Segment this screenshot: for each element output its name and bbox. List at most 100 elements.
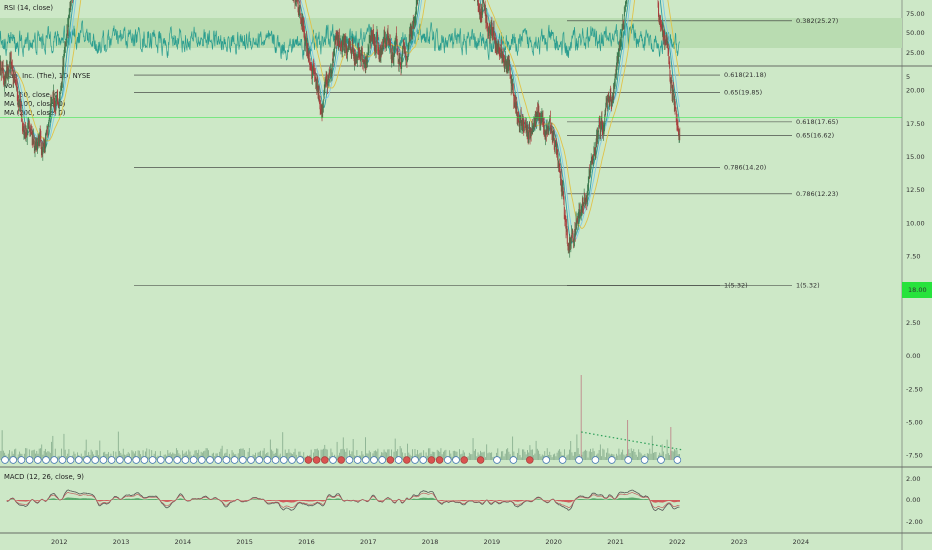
fib-right-label: 0.786(12.23) [796, 190, 838, 198]
earnings-marker[interactable] [427, 456, 436, 464]
earnings-marker[interactable] [435, 456, 444, 464]
dividend-marker[interactable] [558, 456, 567, 464]
fib-right-label: 1(5.32) [796, 282, 820, 290]
dividend-marker[interactable] [157, 456, 165, 464]
dividend-marker[interactable] [378, 456, 386, 464]
fib-right-label: 0.618(17.65) [796, 118, 838, 126]
dividend-marker[interactable] [296, 456, 304, 464]
price-panel: Gap, Inc. (The), 1D, NYSE Vol MA (50, cl… [0, 0, 932, 464]
dividend-marker[interactable] [1, 456, 9, 464]
dividend-marker[interactable] [206, 456, 214, 464]
dividend-marker[interactable] [83, 456, 91, 464]
dividend-marker[interactable] [230, 456, 239, 464]
dividend-marker[interactable] [452, 456, 460, 464]
legend-ma200: MA (200, close, 0) [4, 109, 66, 117]
dividend-marker[interactable] [107, 456, 116, 464]
dividend-marker[interactable] [394, 456, 403, 464]
macd-histogram [6, 497, 680, 503]
earnings-marker[interactable] [526, 456, 534, 464]
dividend-marker[interactable] [542, 456, 550, 464]
earnings-marker[interactable] [403, 456, 411, 464]
fib-left-label: 0.618(21.18) [724, 71, 766, 79]
dividend-marker[interactable] [148, 456, 157, 464]
time-tick-label: 2018 [422, 538, 439, 546]
dividend-marker[interactable] [189, 456, 198, 464]
macd-panel: MACD (12, 26, close, 9) 2.00 0.00 -2.00 [4, 473, 923, 526]
dividend-marker[interactable] [370, 456, 378, 464]
earnings-marker[interactable] [304, 456, 313, 464]
fib-left-label: 0.65(19.85) [724, 89, 762, 97]
time-tick-label: 2014 [175, 538, 192, 546]
dividend-marker[interactable] [17, 456, 26, 464]
dividend-marker[interactable] [624, 456, 632, 464]
dividend-marker[interactable] [214, 456, 222, 464]
dividend-marker[interactable] [42, 456, 50, 464]
macd-tick-0: 0.00 [906, 496, 920, 504]
earnings-marker[interactable] [476, 456, 485, 464]
time-axis: 2012 2013 2014 2015 2016 2017 2018 2019 2020 2021… [51, 538, 809, 546]
dividend-marker[interactable] [288, 456, 296, 464]
earnings-marker[interactable] [460, 456, 468, 464]
price-tick-label: -7.50 [906, 452, 923, 460]
dividend-marker[interactable] [140, 456, 149, 464]
dividend-marker[interactable] [280, 456, 288, 464]
dividend-marker[interactable] [271, 456, 280, 464]
legend-vol: Vol [4, 82, 14, 90]
dividend-marker[interactable] [419, 456, 427, 464]
dividend-marker[interactable] [66, 456, 75, 464]
dividend-marker[interactable] [362, 456, 370, 464]
dividend-marker[interactable] [165, 456, 173, 464]
dividend-marker[interactable] [591, 456, 600, 464]
dividend-marker[interactable] [329, 456, 337, 464]
dividend-marker[interactable] [263, 456, 272, 464]
dividend-marker[interactable] [345, 456, 354, 464]
dividend-marker[interactable] [124, 456, 132, 464]
dividend-marker[interactable] [640, 456, 649, 464]
dividend-marker[interactable] [657, 456, 665, 464]
dividend-marker[interactable] [608, 456, 616, 464]
dividend-marker[interactable] [91, 456, 99, 464]
time-tick-label: 2022 [669, 538, 686, 546]
dividend-marker[interactable] [493, 456, 501, 464]
dividend-marker[interactable] [255, 456, 263, 464]
earnings-marker[interactable] [321, 456, 329, 464]
dividend-marker[interactable] [173, 456, 181, 464]
dividend-marker[interactable] [575, 456, 583, 464]
time-tick-label: 2024 [793, 538, 810, 546]
dividend-marker[interactable] [239, 456, 247, 464]
price-tick-label: 10.00 [906, 219, 925, 227]
earnings-dividend-markers[interactable] [1, 456, 682, 464]
earnings-marker[interactable] [312, 456, 321, 464]
dividend-marker[interactable] [353, 456, 362, 464]
dividend-marker[interactable] [444, 456, 452, 464]
dividend-marker[interactable] [411, 456, 419, 464]
chart-legend: Gap, Inc. (The), 1D, NYSE Vol MA (50, cl… [4, 72, 90, 117]
legend-ma50: MA (50, close, 0) [4, 91, 61, 99]
dividend-marker[interactable] [181, 456, 190, 464]
legend-ma100: MA (100, close, 0) [4, 100, 66, 108]
dividend-marker[interactable] [9, 456, 17, 464]
dividend-marker[interactable] [58, 456, 67, 464]
earnings-marker[interactable] [386, 456, 395, 464]
earnings-marker[interactable] [337, 456, 345, 464]
dividend-marker[interactable] [50, 456, 58, 464]
dividend-marker[interactable] [222, 456, 231, 464]
price-tick-label: 20.00 [906, 87, 925, 95]
price-tick-label: 17.50 [906, 120, 925, 128]
price-tick-label: 15.00 [906, 153, 925, 161]
dividend-marker[interactable] [247, 456, 255, 464]
dividend-marker[interactable] [75, 456, 83, 464]
dividend-marker[interactable] [132, 456, 140, 464]
dividend-marker[interactable] [99, 456, 108, 464]
rsi-title: RSI (14, close) [4, 4, 53, 12]
dividend-marker[interactable] [25, 456, 34, 464]
dividend-marker[interactable] [198, 456, 206, 464]
dividend-marker[interactable] [509, 456, 518, 464]
dividend-marker[interactable] [34, 456, 42, 464]
current-price-label: 18.00 [908, 286, 927, 294]
rsi-tick-50: 50.00 [906, 29, 925, 37]
macd-title: MACD (12, 26, close, 9) [4, 473, 84, 481]
dividend-marker[interactable] [673, 456, 682, 464]
time-tick-label: 2013 [113, 538, 130, 546]
dividend-marker[interactable] [116, 456, 124, 464]
